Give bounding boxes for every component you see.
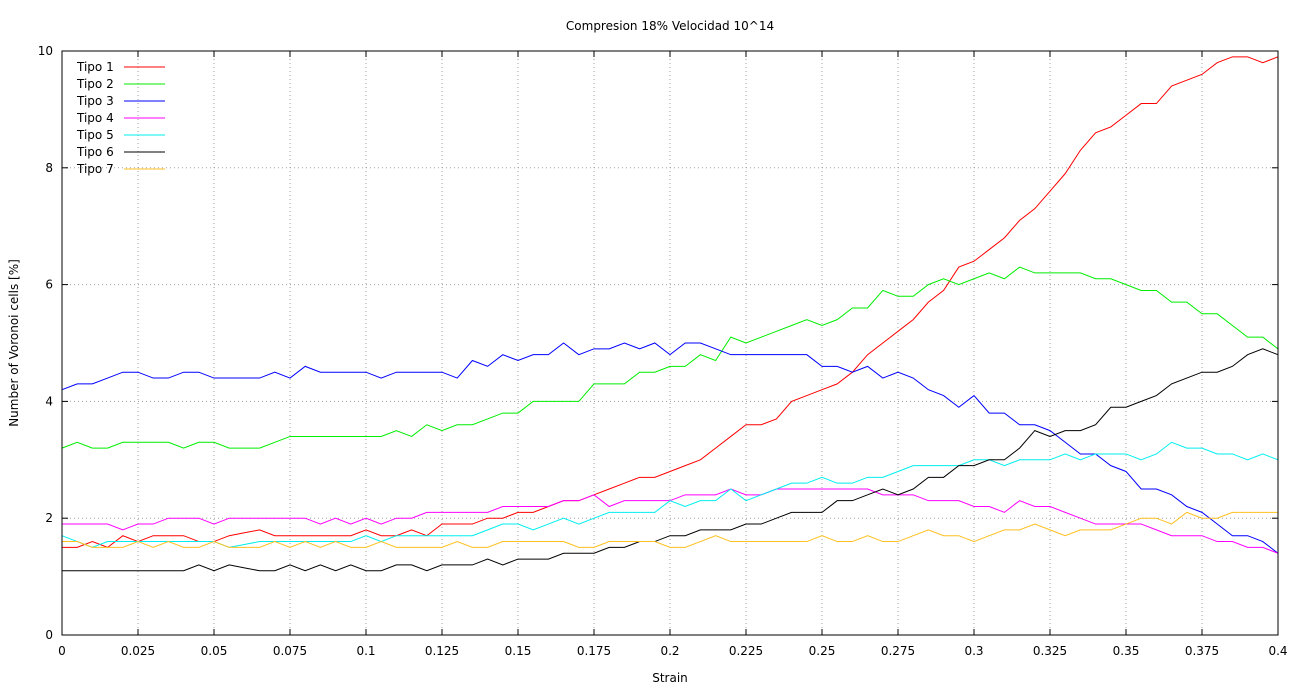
x-axis-label: Strain	[652, 671, 688, 685]
x-tick-label: 0.15	[505, 644, 532, 658]
legend-label: Tipo 6	[76, 145, 114, 159]
y-tick-label: 10	[38, 44, 53, 58]
series-line-tipo-2	[61, 266, 1279, 449]
series-line-tipo-6	[62, 348, 1279, 572]
y-tick-label: 2	[45, 511, 53, 525]
legend-label: Tipo 7	[76, 162, 114, 176]
y-tick-label: 8	[45, 161, 53, 175]
y-tick-label: 4	[45, 394, 53, 408]
y-tick-label: 0	[45, 628, 53, 642]
x-tick-label: 0	[58, 644, 66, 658]
legend-label: Tipo 1	[76, 60, 114, 74]
x-tick-label: 0.3	[964, 644, 983, 658]
x-tick-label: 0.375	[1185, 644, 1219, 658]
axis-ticks	[61, 50, 1279, 636]
x-tick-label: 0.05	[201, 644, 228, 658]
x-tick-label: 0.175	[577, 644, 611, 658]
series-line-tipo-3	[61, 342, 1279, 554]
x-tick-label: 0.2	[660, 644, 679, 658]
x-tick-label: 0.125	[425, 644, 459, 658]
x-tick-labels: 0 0.025 0.05 0.075 0.1 0.125 0.15 0.175 0.2 0.225…	[58, 644, 1287, 658]
legend-label: Tipo 2	[76, 77, 114, 91]
x-tick-label: 0.4	[1268, 644, 1287, 658]
legend: Tipo 1 Tipo 2 Tipo 3 Tipo 4 Tipo 5 Tipo 6 Tipo…	[76, 60, 165, 176]
x-tick-label: 0.225	[729, 644, 763, 658]
x-tick-label: 0.25	[809, 644, 836, 658]
legend-label: Tipo 3	[76, 94, 114, 108]
series-line-tipo-7	[62, 511, 1278, 548]
y-axis-label: Number of Voronoi cells [%]	[7, 259, 21, 427]
y-tick-labels: 0 2 4 6 8 10	[38, 44, 53, 642]
series-lines	[61, 56, 1279, 572]
x-tick-label: 0.35	[1113, 644, 1140, 658]
x-tick-label: 0.325	[1033, 644, 1067, 658]
series-line-tipo-1	[62, 56, 1279, 548]
grid	[62, 51, 1278, 635]
x-tick-label: 0.025	[121, 644, 155, 658]
chart-title: Compresion 18% Velocidad 10^14	[566, 19, 774, 33]
legend-label: Tipo 5	[76, 128, 114, 142]
x-tick-label: 0.1	[356, 644, 375, 658]
x-tick-label: 0.075	[273, 644, 307, 658]
series-line-tipo-5	[61, 441, 1279, 548]
y-tick-label: 6	[45, 278, 53, 292]
legend-label: Tipo 4	[76, 111, 114, 125]
x-tick-label: 0.275	[881, 644, 915, 658]
